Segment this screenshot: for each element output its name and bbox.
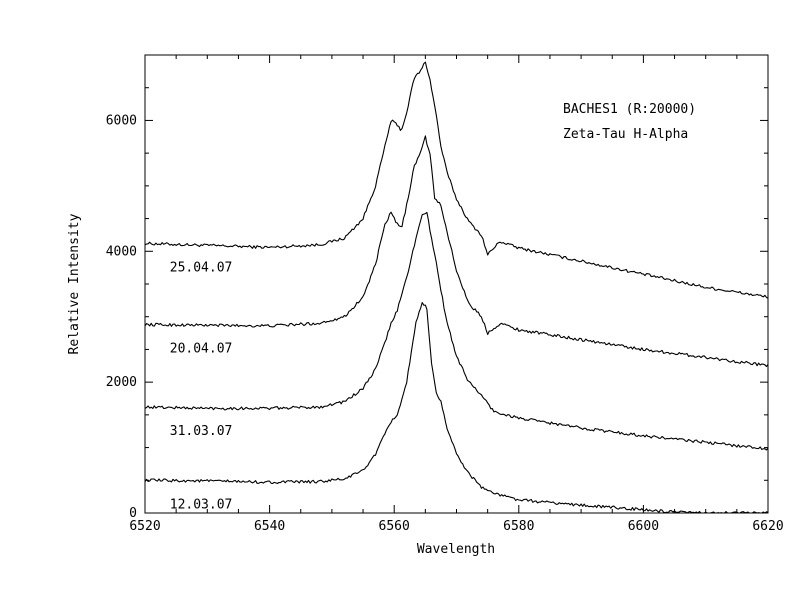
- x-tick-label: 6560: [379, 519, 410, 534]
- plot-frame: [144, 54, 769, 514]
- series-line-4: [144, 302, 769, 514]
- series-lines: [144, 61, 769, 514]
- x-tick-label: 6520: [129, 519, 160, 534]
- x-tick-label: 6600: [628, 519, 659, 534]
- series-line-1: [144, 61, 769, 299]
- y-tick-label: 0: [129, 506, 137, 521]
- y-axis-label: Relative Intensity: [67, 213, 82, 354]
- x-tick-label: 6620: [752, 519, 783, 534]
- axis-ticks: [144, 54, 769, 514]
- annotation-target: Zeta-Tau H-Alpha: [563, 127, 688, 142]
- y-tick-label: 2000: [106, 375, 137, 390]
- series-line-3: [144, 211, 769, 451]
- x-tick-label: 6580: [503, 519, 534, 534]
- series-labels: 25.04.07 20.04.07 31.03.07 12.03.07: [170, 260, 233, 512]
- annotation-instrument: BACHES1 (R:20000): [563, 102, 696, 117]
- y-tick-label: 4000: [106, 244, 137, 259]
- series-label-1: 25.04.07: [170, 260, 233, 275]
- y-tick-label: 6000: [106, 113, 137, 128]
- x-tick-label: 6540: [254, 519, 285, 534]
- series-label-3: 31.03.07: [170, 424, 233, 439]
- series-label-2: 20.04.07: [170, 342, 233, 357]
- series-label-4: 12.03.07: [170, 497, 233, 512]
- series-line-2: [144, 135, 769, 368]
- x-axis-label: Wavelength: [417, 542, 495, 557]
- axis-tick-labels: 6520 6540 6560 6580 6600 6620 0 2000 4000 6000: [106, 113, 784, 534]
